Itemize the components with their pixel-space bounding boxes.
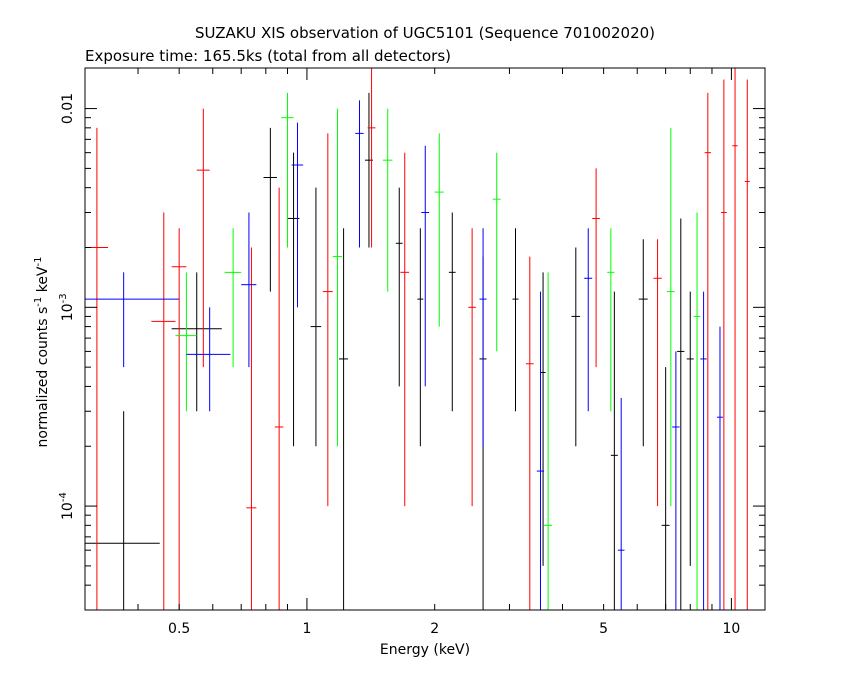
data-point	[744, 79, 750, 610]
data-point	[653, 239, 662, 507]
data-point	[281, 92, 294, 248]
y-tick-exponent: -3	[58, 293, 69, 303]
data-point	[263, 127, 277, 292]
y-label-exp-2: -1	[33, 257, 44, 267]
y-tick-label: 10-3	[58, 293, 76, 321]
data-point	[732, 68, 738, 610]
data-point	[677, 218, 685, 610]
data-point	[246, 247, 257, 610]
data-point	[322, 133, 333, 507]
chart-subtitle: Exposure time: 165.5ks (total from all d…	[85, 47, 451, 65]
data-point	[704, 92, 711, 610]
data-point	[571, 247, 581, 447]
data-point	[196, 108, 210, 368]
data-point	[525, 256, 534, 610]
data-point	[592, 168, 600, 368]
data-point	[367, 68, 376, 248]
y-tick-base: 10	[60, 303, 76, 321]
data-point	[544, 272, 553, 610]
data-point	[332, 108, 343, 447]
data-point	[720, 79, 727, 610]
data-point	[512, 228, 519, 412]
data-point	[400, 152, 410, 507]
x-tick-label: 1	[302, 621, 311, 637]
y-tick-exponent: -4	[58, 492, 69, 502]
x-tick-label: 5	[599, 621, 608, 637]
y-label-exp-1: -1	[33, 297, 44, 307]
data-point	[395, 187, 403, 387]
data-point	[468, 228, 476, 507]
data-point	[536, 291, 545, 610]
x-tick-label: 10	[722, 621, 740, 637]
y-axis-label: normalized counts s-1 keV-1	[33, 257, 51, 448]
data-point	[151, 212, 176, 610]
y-tick-label: 10-4	[58, 492, 76, 520]
data-point	[479, 228, 487, 447]
data-point	[186, 307, 231, 412]
data-point	[421, 145, 430, 387]
data-point	[607, 228, 615, 412]
y-label-mid: keV	[35, 266, 51, 297]
data-point	[448, 212, 456, 412]
data-point	[666, 127, 675, 507]
data-point	[584, 228, 593, 412]
data-layer	[85, 68, 750, 610]
data-point	[171, 228, 187, 610]
data-point	[241, 212, 257, 368]
data-point	[291, 122, 304, 308]
x-axis-label: Energy (keV)	[380, 642, 470, 658]
data-point	[717, 326, 723, 610]
data-point	[693, 212, 701, 610]
y-label-main: normalized counts s	[35, 307, 51, 448]
data-point	[85, 272, 180, 368]
data-point	[417, 228, 424, 447]
series-0	[85, 92, 694, 610]
chart-header: SUZAKU XIS observation of UGC5101 (Seque…	[85, 24, 655, 65]
data-point	[686, 291, 694, 566]
y-tick-base: 0.01	[60, 93, 76, 124]
data-point	[700, 291, 707, 610]
plot-frame	[84, 67, 766, 611]
y-tick-base: 10	[60, 502, 76, 520]
data-point	[339, 228, 349, 610]
series-1	[85, 68, 750, 610]
data-point	[85, 411, 160, 610]
data-point	[85, 127, 109, 610]
data-point	[382, 108, 393, 292]
data-point	[672, 351, 680, 610]
data-point	[355, 100, 364, 248]
series-2	[175, 92, 701, 610]
data-point	[175, 272, 197, 412]
data-point	[274, 187, 284, 610]
data-point	[310, 187, 322, 447]
chart-title: SUZAKU XIS observation of UGC5101 (Seque…	[195, 24, 655, 42]
data-point	[224, 228, 242, 368]
data-point	[661, 367, 670, 610]
data-point	[434, 133, 444, 327]
y-tick-label: 0.01	[60, 93, 76, 124]
x-tick-label: 2	[430, 621, 439, 637]
data-point	[171, 272, 222, 412]
data-point	[540, 272, 546, 566]
series-3	[85, 100, 723, 610]
data-point	[617, 397, 625, 610]
x-tick-label: 0.5	[168, 621, 190, 637]
data-point	[610, 291, 618, 610]
data-point	[638, 239, 648, 447]
data-point	[492, 152, 501, 352]
